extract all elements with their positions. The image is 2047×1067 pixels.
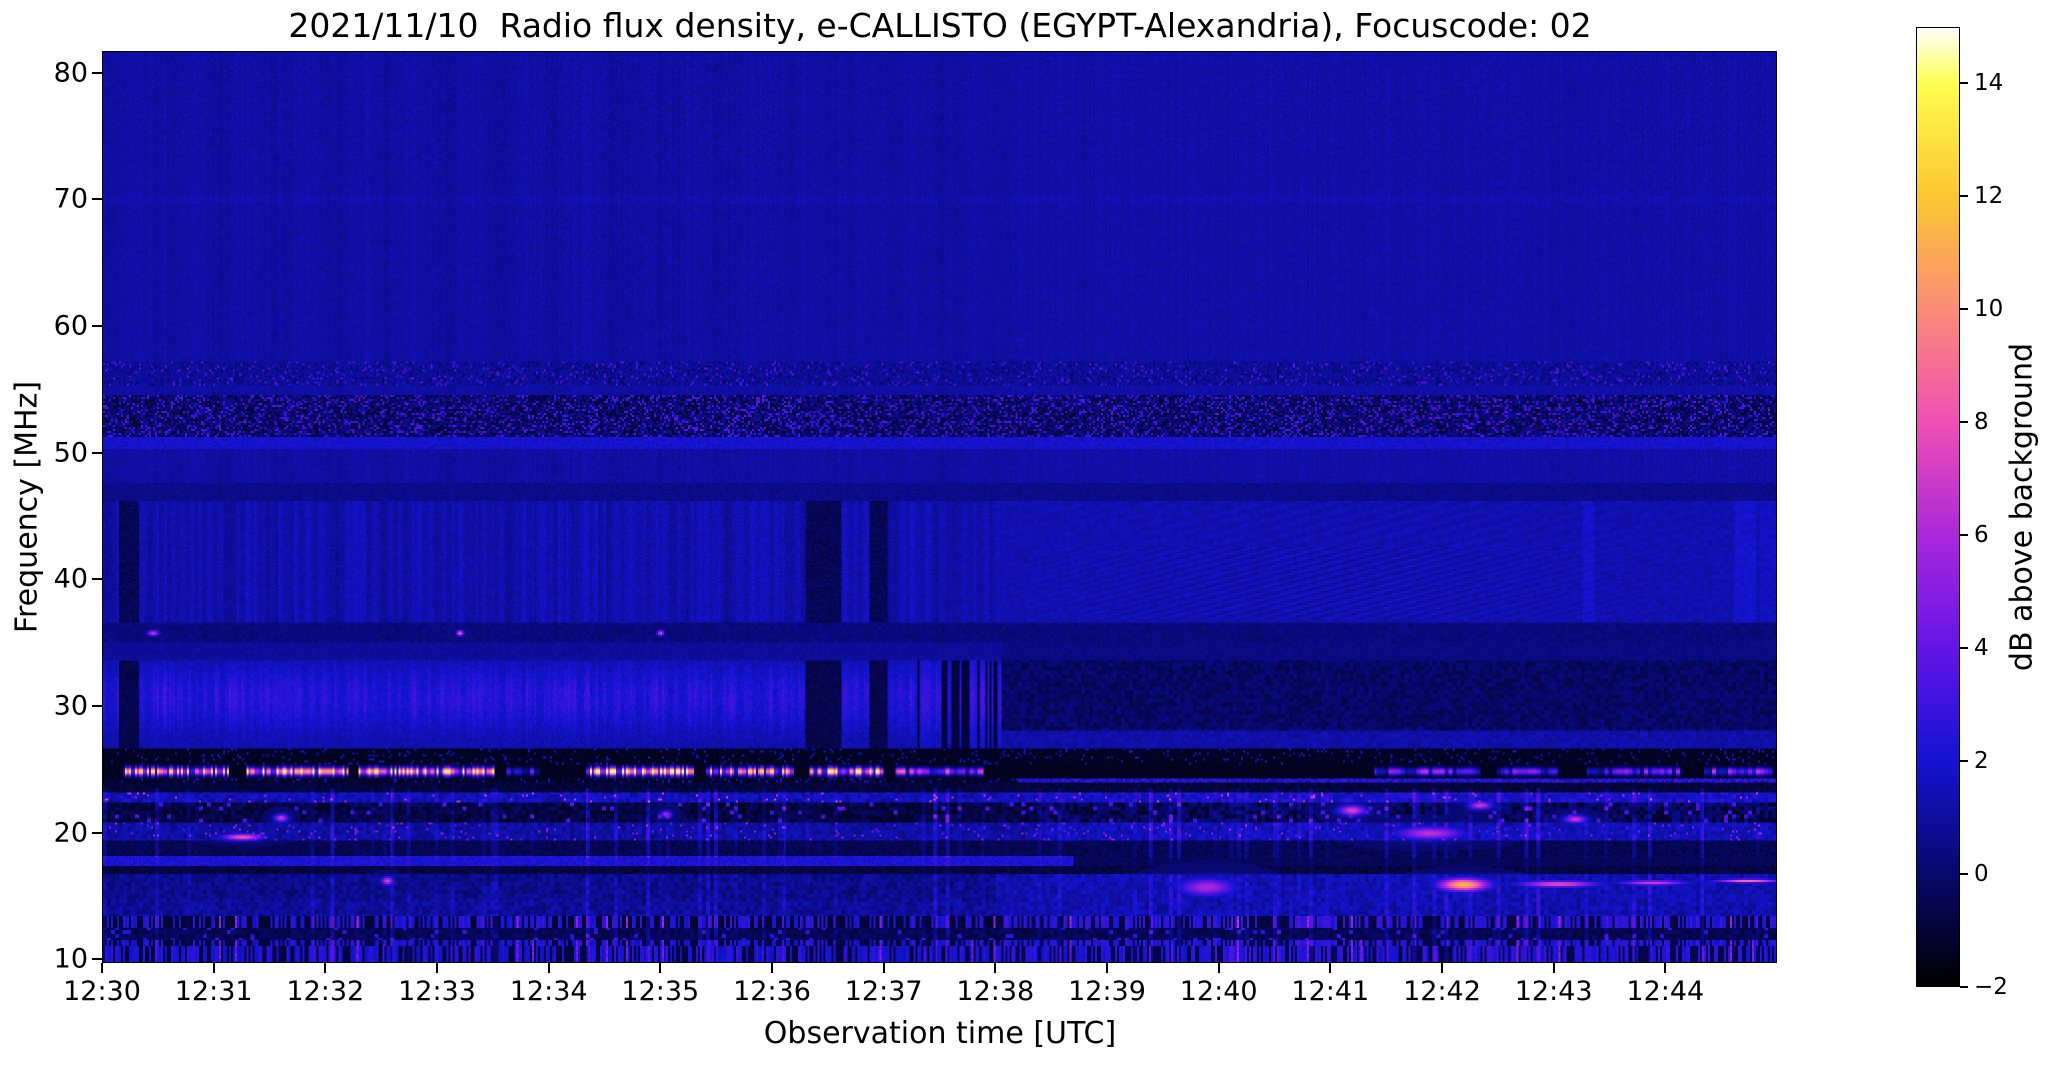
colorbar-tick-label: 14: [1974, 70, 2004, 97]
colorbar-tick-label: 0: [1974, 861, 1989, 888]
colorbar-gradient-canvas: [1917, 28, 1959, 986]
y-tick-label: 80: [53, 57, 88, 89]
x-tick-label: 12:42: [1403, 976, 1481, 1007]
y-tick-mark: [92, 198, 102, 201]
x-tick-mark: [1217, 963, 1220, 973]
x-tick-mark: [324, 963, 327, 973]
y-tick-label: 30: [53, 690, 88, 722]
colorbar-tick-mark: [1960, 647, 1968, 650]
y-axis-label: Frequency [MHz]: [9, 380, 45, 634]
colorbar-tick-label: 8: [1974, 409, 1989, 436]
colorbar-tick-mark: [1960, 195, 1968, 198]
y-tick-mark: [92, 578, 102, 581]
colorbar-label: dB above background: [2004, 342, 2040, 672]
x-tick-label: 12:36: [733, 976, 811, 1007]
x-tick-label: 12:44: [1626, 976, 1705, 1007]
spectrogram-plot: [102, 51, 1777, 963]
colorbar-tick-label: 2: [1974, 748, 1989, 775]
colorbar-tick-label: 12: [1974, 183, 2004, 210]
y-tick-mark: [92, 704, 102, 707]
colorbar-tick-mark: [1960, 308, 1968, 311]
x-tick-mark: [1664, 963, 1667, 973]
x-tick-label: 12:35: [621, 976, 700, 1007]
y-tick-label: 70: [53, 183, 88, 215]
x-tick-label: 12:37: [844, 976, 923, 1007]
y-tick-mark: [92, 324, 102, 327]
x-tick-label: 12:41: [1291, 976, 1370, 1007]
x-tick-mark: [659, 963, 662, 973]
y-tick-label: 40: [53, 563, 88, 595]
x-tick-mark: [212, 963, 215, 973]
y-tick-label: 60: [53, 310, 88, 342]
x-tick-mark: [547, 963, 550, 973]
x-tick-label: 12:32: [286, 976, 365, 1007]
x-tick-mark: [882, 963, 885, 973]
colorbar-tick-label: −2: [1974, 974, 2008, 1000]
colorbar-tick-label: 6: [1974, 522, 1989, 549]
y-tick-mark: [92, 71, 102, 74]
colorbar-tick-mark: [1960, 873, 1968, 876]
y-tick-label: 20: [53, 817, 88, 849]
y-tick-mark: [92, 958, 102, 961]
colorbar-tick-label: 4: [1974, 635, 1989, 662]
x-tick-mark: [771, 963, 773, 973]
x-tick-mark: [1106, 963, 1108, 973]
colorbar-tick-mark: [1960, 760, 1968, 763]
colorbar: [1916, 27, 1960, 987]
colorbar-tick-mark: [1960, 82, 1968, 85]
x-tick-mark: [994, 963, 997, 973]
y-tick-label: 50: [53, 437, 88, 469]
x-tick-label: 12:40: [1179, 976, 1258, 1007]
x-tick-mark: [101, 963, 103, 973]
colorbar-tick-label: 10: [1974, 296, 2004, 323]
x-tick-mark: [1441, 963, 1443, 973]
spectrogram-canvas: [103, 52, 1776, 962]
chart-title: 2021/11/10 Radio flux density, e-CALLIST…: [288, 6, 1592, 45]
x-tick-label: 12:39: [1068, 976, 1146, 1007]
x-tick-label: 12:33: [398, 976, 476, 1007]
x-tick-label: 12:30: [63, 976, 141, 1007]
colorbar-tick-mark: [1960, 534, 1968, 537]
colorbar-tick-mark: [1960, 421, 1968, 424]
x-tick-mark: [1329, 963, 1332, 973]
x-tick-mark: [436, 963, 438, 973]
x-tick-label: 12:31: [174, 976, 253, 1007]
y-tick-mark: [92, 831, 102, 834]
x-tick-label: 12:34: [509, 976, 588, 1007]
y-tick-label: 10: [53, 943, 88, 975]
x-tick-label: 12:38: [956, 976, 1035, 1007]
y-tick-mark: [92, 451, 102, 454]
x-tick-mark: [1552, 963, 1555, 973]
x-axis-label: Observation time [UTC]: [763, 1016, 1117, 1051]
colorbar-tick-mark: [1960, 986, 1968, 988]
x-tick-label: 12:43: [1514, 976, 1593, 1007]
